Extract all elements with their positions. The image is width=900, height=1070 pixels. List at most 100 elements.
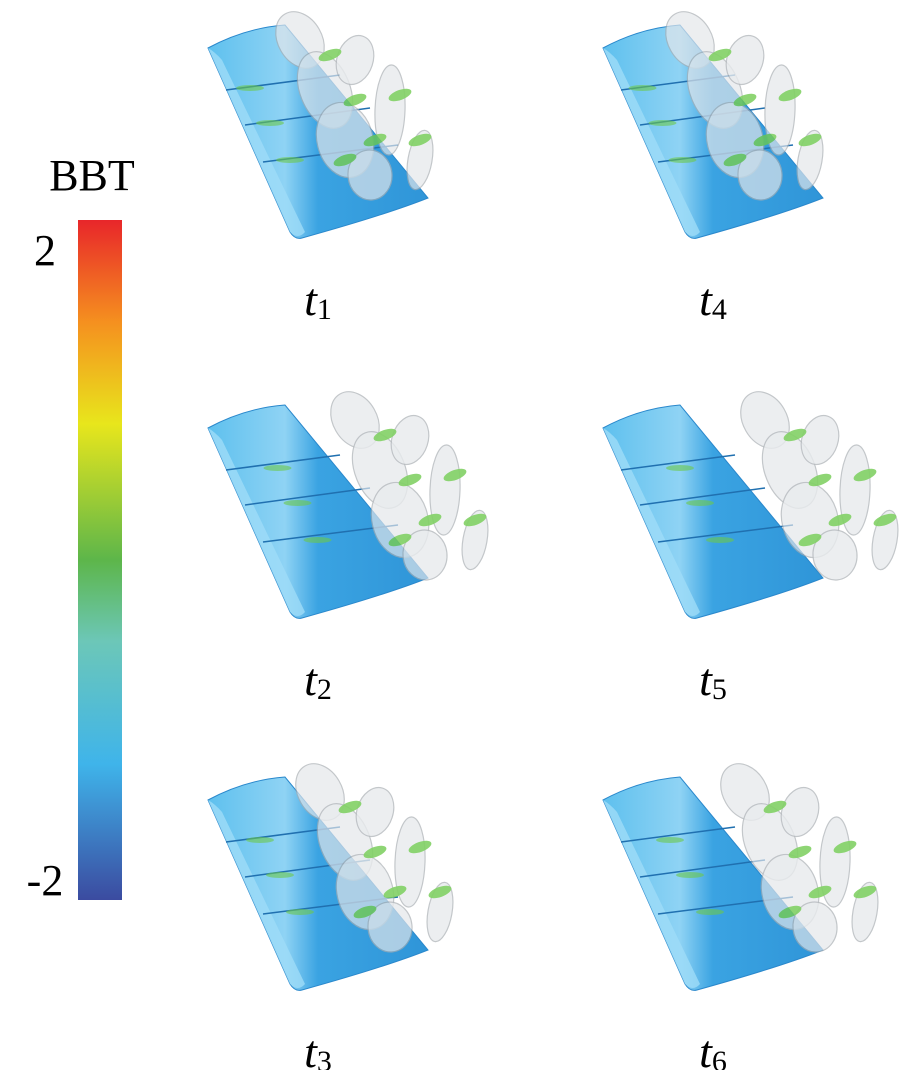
vortex-core	[723, 153, 747, 167]
vortex-core	[363, 133, 387, 147]
span-line	[639, 487, 766, 506]
vortex	[666, 391, 899, 581]
vortex-trace	[246, 837, 274, 843]
vortex-core	[373, 428, 397, 442]
vortex-blob	[374, 64, 406, 156]
vortex-trace	[266, 872, 294, 878]
vortex-trace	[628, 85, 657, 91]
panel-label-var: t	[699, 274, 713, 325]
panel-label-index: 6	[712, 1045, 727, 1070]
vortex-core	[833, 840, 857, 854]
vortex-core	[408, 840, 432, 854]
vortex-blob	[819, 816, 851, 908]
vortex-trace	[668, 157, 697, 163]
panel-label: t1	[304, 274, 332, 326]
panel-label: t6	[699, 1026, 727, 1070]
panel: t1	[207, 11, 434, 326]
vortex-blob	[839, 444, 871, 536]
vortex-trace	[256, 120, 284, 126]
vortex-blob	[764, 64, 796, 156]
vortex-core	[808, 473, 832, 487]
vortex-trace	[656, 837, 684, 843]
panel: t6	[602, 763, 879, 1070]
vortex-core	[828, 513, 852, 527]
leading-edge	[603, 800, 700, 988]
vortex	[246, 763, 454, 953]
vortex-core	[318, 48, 342, 62]
vortex-core	[398, 473, 422, 487]
vortex-blob	[812, 529, 858, 581]
panel-label-index: 2	[317, 673, 332, 706]
vortex-trace	[648, 120, 677, 126]
panel: t2	[207, 391, 489, 706]
vortex-core	[443, 468, 467, 482]
vortex	[263, 391, 489, 581]
vortex-core	[733, 93, 757, 107]
vortex-core	[463, 513, 487, 527]
vortex	[628, 11, 824, 201]
blade	[602, 404, 824, 619]
vortex-trace	[283, 500, 312, 506]
vortex-core	[363, 845, 387, 859]
vortex-trace	[676, 872, 704, 878]
vortex-core	[753, 133, 777, 147]
vortex-trace	[686, 500, 714, 506]
leading-edge	[208, 48, 305, 236]
panel-label-index: 4	[712, 293, 727, 326]
vortex-trace	[666, 465, 694, 471]
panel-label: t3	[304, 1026, 332, 1070]
panel-label-var: t	[304, 654, 318, 705]
colorbar	[78, 220, 122, 900]
vortex-core	[783, 428, 807, 442]
vortex-blob	[394, 816, 426, 908]
vortex-core	[383, 885, 407, 899]
colorbar-tick-label: 2	[34, 226, 56, 275]
span-line	[620, 454, 736, 471]
span-line	[639, 859, 766, 878]
vortex-core	[418, 513, 442, 527]
blade	[602, 776, 824, 991]
vortex-core	[778, 88, 802, 102]
vortex-trace	[276, 157, 304, 163]
panel-label-index: 1	[317, 293, 332, 326]
leading-edge	[208, 800, 305, 988]
panel-label-index: 3	[317, 1045, 332, 1070]
panel: t3	[207, 763, 454, 1070]
vortex-trace	[263, 465, 292, 471]
vortex-blob	[429, 444, 461, 536]
panel-label: t2	[304, 654, 332, 706]
vortex-core	[853, 468, 877, 482]
vortex-trace	[706, 537, 734, 543]
panel-label-var: t	[699, 654, 713, 705]
span-line	[244, 487, 371, 506]
vortex-core	[788, 845, 812, 859]
panel-label-var: t	[699, 1026, 713, 1070]
vortex-core	[778, 905, 802, 919]
vortex-trace	[696, 909, 724, 915]
leading-edge	[208, 428, 305, 616]
vortex-core	[408, 133, 432, 147]
span-line	[225, 454, 341, 471]
span-line	[657, 524, 794, 543]
vortex-core	[343, 93, 367, 107]
vortex-blob	[367, 901, 413, 953]
vortex-blob	[347, 149, 393, 201]
panel-label: t5	[699, 654, 727, 706]
vortex-blob	[792, 901, 838, 953]
vortex-trace	[286, 909, 314, 915]
panel-label: t4	[699, 274, 727, 326]
vortex-core	[763, 800, 787, 814]
vortex-core	[798, 133, 822, 147]
vortex-core	[388, 533, 412, 547]
panel-label-var: t	[304, 1026, 318, 1070]
vortex-core	[388, 88, 412, 102]
vortex-core	[353, 905, 377, 919]
vortex-core	[428, 885, 452, 899]
colorbar-title: BBT	[49, 151, 135, 200]
panel: t4	[602, 11, 824, 326]
leading-edge	[603, 48, 700, 236]
colorbar-tick-label: -2	[27, 856, 64, 905]
vortex-core	[338, 800, 362, 814]
vortex-core	[333, 153, 357, 167]
